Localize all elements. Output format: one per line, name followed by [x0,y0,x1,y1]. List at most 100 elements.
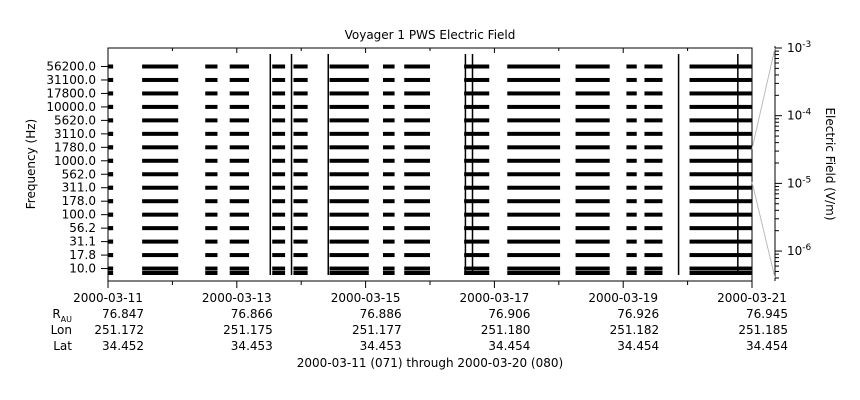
data-band [382,131,395,136]
x-tick-label: 2000-03-21 [717,291,787,305]
data-band [626,226,637,231]
ephemeris-lat-value: 34.454 [746,339,788,353]
data-band [329,104,369,109]
data-band [507,91,561,96]
data-band [507,118,561,123]
data-band [575,239,610,244]
data-band [382,118,395,123]
data-band [205,158,218,163]
data-band [205,266,218,271]
data-band-edge [109,212,113,217]
data-band [404,239,430,244]
ephemeris-lon-value: 251.180 [481,323,531,337]
data-band [575,271,610,275]
ephemeris-lon-value: 251.182 [610,323,660,337]
data-band [272,271,286,275]
ephemeris-r-subscript: AU [61,315,72,324]
y-tick-label: 31.1 [69,235,96,249]
data-band [404,266,430,271]
data-band [293,118,308,123]
data-band [229,271,250,275]
data-band [229,64,250,69]
data-band [293,271,308,275]
data-band [575,91,610,96]
data-band [142,145,179,150]
data-band [464,118,490,123]
data-band [293,239,308,244]
ephemeris-row-label-lon: Lon [51,323,72,337]
data-band [644,172,663,177]
ephemeris-row-label-r: RAU [52,307,72,324]
data-band [464,77,490,82]
data-band-edge [109,271,113,275]
data-band [689,118,752,123]
data-band [464,212,490,217]
data-band [229,158,250,163]
data-band [404,226,430,231]
data-band [229,226,250,231]
data-band [626,199,637,204]
data-band [404,131,430,136]
data-band [382,64,395,69]
data-band [689,172,752,177]
data-band [404,172,430,177]
y-tick-label: 178.0 [62,194,96,208]
data-band [404,253,430,258]
data-band [575,131,610,136]
data-band [689,131,752,136]
data-band [272,253,286,258]
data-band-edge [109,104,113,109]
data-band [575,77,610,82]
y-tick-label: 1780.0 [54,140,96,154]
data-band [142,199,179,204]
y-tick-label: 31100.0 [46,73,96,87]
ephemeris-r-value: 76.945 [746,307,788,321]
data-band [205,253,218,258]
data-band [464,266,490,271]
data-band [507,172,561,177]
data-band [507,104,561,109]
data-band [329,64,369,69]
data-band [329,158,369,163]
data-band [272,266,286,271]
y-tick-label: 10.0 [69,262,96,276]
frequency-bands [108,64,752,275]
data-band [626,145,637,150]
data-band [575,172,610,177]
data-band [293,212,308,217]
data-band [142,185,179,190]
data-band-edge [109,266,113,271]
data-band [507,239,561,244]
data-band [626,91,637,96]
data-band [644,253,663,258]
data-band [626,131,637,136]
data-band [205,145,218,150]
data-band [644,77,663,82]
data-band [575,212,610,217]
data-band [404,104,430,109]
data-band [272,212,286,217]
data-band [229,253,250,258]
data-band-edge [109,145,113,150]
data-band [689,64,752,69]
data-band [272,145,286,150]
data-band [205,77,218,82]
data-band [272,64,286,69]
data-band-edge [109,253,113,258]
data-band [142,239,179,244]
data-band-edge [109,118,113,123]
data-band [382,212,395,217]
y-tick-label: 562.0 [62,167,96,181]
colorbar-ticks: 10-3 10-4 10-5 10-6 [775,40,812,279]
data-band [689,266,752,271]
colorbar-label: Electric Field (V/m) [823,107,837,220]
data-band [464,91,490,96]
ephemeris-lon-value: 251.177 [352,323,402,337]
data-band [329,172,369,177]
data-band [404,185,430,190]
data-band [229,199,250,204]
ephemeris-r-value: 76.906 [488,307,530,321]
data-band [382,185,395,190]
colorbar-connector-top [751,47,776,150]
data-band [382,145,395,150]
